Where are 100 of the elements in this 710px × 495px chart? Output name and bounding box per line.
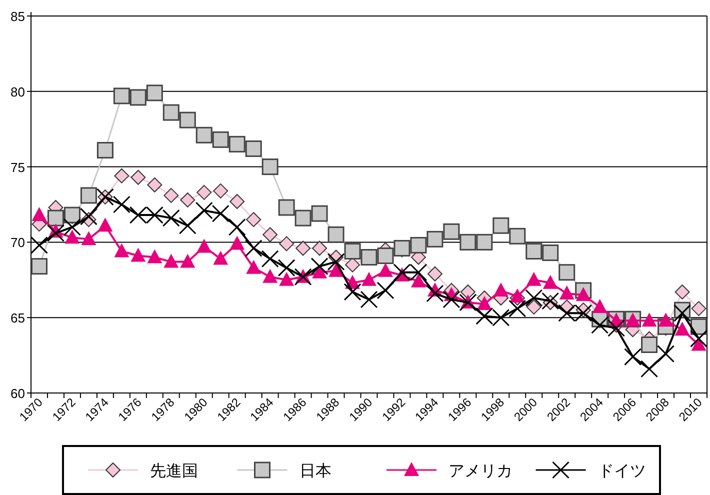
point bbox=[542, 274, 558, 289]
point bbox=[262, 158, 278, 176]
point bbox=[526, 243, 542, 260]
point bbox=[509, 228, 526, 244]
point bbox=[147, 177, 162, 192]
point bbox=[327, 253, 345, 271]
point bbox=[394, 240, 410, 256]
point bbox=[592, 299, 608, 314]
point bbox=[196, 184, 212, 200]
point bbox=[279, 236, 294, 252]
point bbox=[362, 272, 376, 286]
point bbox=[510, 288, 525, 302]
point bbox=[574, 304, 592, 322]
point bbox=[130, 170, 146, 185]
point bbox=[294, 268, 312, 286]
point bbox=[476, 307, 494, 325]
point bbox=[228, 218, 246, 236]
point bbox=[608, 319, 626, 337]
point bbox=[410, 264, 428, 282]
point bbox=[658, 312, 674, 327]
point bbox=[112, 196, 130, 214]
point bbox=[114, 243, 130, 258]
point bbox=[310, 258, 328, 276]
point bbox=[311, 205, 328, 222]
point bbox=[328, 226, 344, 243]
point bbox=[393, 264, 411, 282]
point bbox=[245, 140, 262, 157]
point bbox=[443, 223, 460, 240]
point bbox=[195, 202, 213, 220]
point bbox=[344, 283, 362, 301]
point bbox=[442, 290, 460, 308]
point bbox=[674, 284, 690, 300]
point bbox=[641, 336, 658, 353]
point bbox=[542, 244, 559, 262]
point bbox=[640, 360, 658, 378]
point bbox=[246, 260, 262, 274]
point bbox=[230, 194, 245, 209]
point bbox=[180, 192, 196, 208]
point bbox=[212, 131, 229, 148]
point bbox=[558, 264, 576, 281]
point bbox=[64, 230, 80, 244]
point bbox=[179, 112, 196, 128]
point bbox=[493, 282, 508, 296]
point bbox=[690, 330, 708, 348]
point bbox=[657, 345, 675, 363]
point bbox=[164, 188, 179, 203]
point bbox=[244, 239, 262, 257]
point bbox=[410, 236, 427, 254]
point bbox=[376, 282, 394, 300]
point bbox=[230, 236, 245, 250]
point bbox=[525, 289, 543, 307]
point bbox=[426, 284, 444, 302]
point bbox=[164, 254, 179, 268]
point bbox=[178, 216, 196, 234]
point bbox=[526, 272, 542, 286]
point bbox=[492, 308, 510, 326]
y-tick-label: 65 bbox=[10, 310, 25, 326]
point bbox=[228, 136, 246, 152]
point bbox=[212, 204, 230, 222]
point bbox=[642, 312, 657, 327]
point bbox=[460, 234, 476, 250]
point bbox=[63, 218, 81, 236]
point bbox=[591, 316, 609, 334]
point bbox=[427, 266, 442, 282]
y-tick-label: 75 bbox=[10, 160, 25, 175]
point bbox=[196, 126, 212, 144]
point bbox=[377, 248, 394, 264]
y-tick-label: 70 bbox=[10, 235, 25, 250]
point bbox=[80, 187, 97, 204]
point bbox=[113, 88, 130, 104]
point bbox=[130, 248, 146, 262]
point bbox=[147, 249, 162, 264]
point bbox=[691, 301, 706, 316]
legend-label: 先進国 bbox=[150, 462, 198, 480]
point bbox=[80, 208, 98, 226]
point bbox=[476, 234, 493, 250]
point bbox=[360, 290, 378, 308]
point bbox=[96, 142, 114, 158]
point bbox=[558, 304, 576, 322]
point bbox=[32, 207, 47, 222]
point bbox=[261, 250, 279, 268]
point bbox=[130, 89, 146, 106]
y-tick-label: 60 bbox=[10, 386, 25, 401]
point bbox=[526, 300, 542, 315]
point bbox=[47, 210, 64, 226]
point bbox=[508, 300, 526, 318]
point bbox=[312, 240, 328, 256]
point bbox=[30, 236, 48, 254]
y-tick-label: 85 bbox=[10, 9, 25, 24]
point bbox=[162, 104, 180, 121]
point bbox=[344, 243, 361, 260]
point bbox=[278, 259, 296, 277]
point bbox=[576, 286, 591, 301]
point bbox=[296, 240, 311, 256]
point bbox=[129, 206, 147, 224]
point bbox=[146, 206, 164, 224]
point bbox=[542, 292, 560, 310]
point bbox=[294, 210, 312, 226]
point bbox=[460, 284, 476, 300]
point bbox=[378, 262, 393, 277]
